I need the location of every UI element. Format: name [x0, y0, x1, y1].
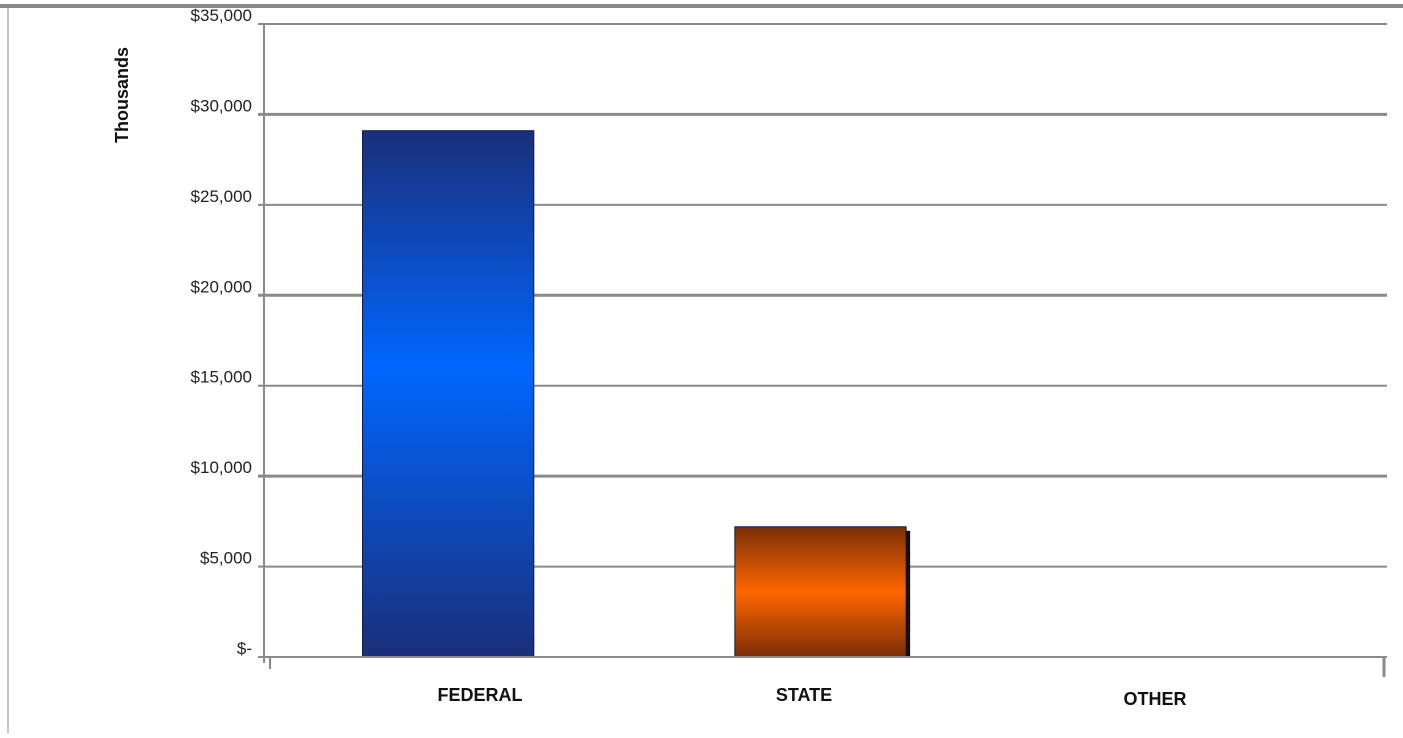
y-axis-title: Thousands: [112, 47, 132, 143]
x-category-label: OTHER: [1124, 689, 1187, 709]
bar-federal: [362, 130, 535, 658]
bar-state: [734, 526, 907, 658]
x-category-label: STATE: [776, 685, 832, 705]
y-tick-label: $-: [237, 639, 252, 658]
bars: [362, 130, 911, 658]
y-tick-label: $35,000: [191, 6, 252, 25]
y-tick-label: $10,000: [191, 458, 252, 477]
y-tick-label: $30,000: [191, 96, 252, 115]
x-category-labels: FEDERAL STATE OTHER: [438, 685, 1187, 709]
x-category-label: FEDERAL: [438, 685, 523, 705]
y-tick-label: $20,000: [191, 277, 252, 296]
axes: [258, 24, 1387, 677]
y-tick-label: $25,000: [191, 187, 252, 206]
y-tick-label: $5,000: [200, 549, 252, 568]
y-tick-label: $15,000: [191, 368, 252, 387]
y-tick-labels: $- $5,000 $10,000 $15,000 $20,000 $25,000 $30,…: [191, 6, 252, 658]
